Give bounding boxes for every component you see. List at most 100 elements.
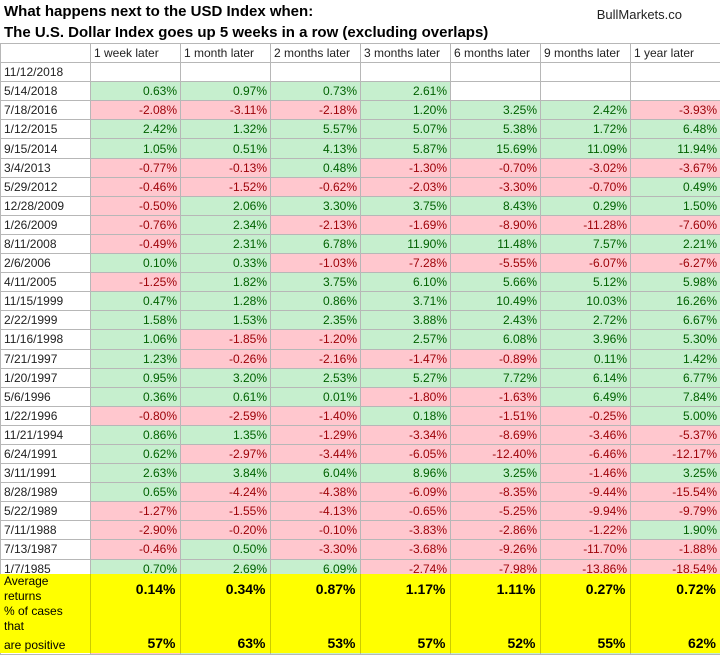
table-cell: 2.31% — [181, 234, 271, 253]
table-cell: -8.69% — [451, 425, 541, 444]
table-cell: -3.83% — [361, 521, 451, 540]
table-cell: 0.86% — [271, 292, 361, 311]
table-cell: 3.71% — [361, 292, 451, 311]
table-cell: 2.21% — [631, 234, 720, 253]
row-date: 1/22/1996 — [1, 406, 91, 425]
table-cell: 0.01% — [271, 387, 361, 406]
table-cell: -1.22% — [541, 521, 631, 540]
table-cell: -0.77% — [91, 158, 181, 177]
positive-label-line2: are positive — [4, 638, 86, 653]
table-row: 11/12/2018 — [1, 63, 720, 82]
table-cell: 1.72% — [541, 120, 631, 139]
table-cell: 5.27% — [361, 368, 451, 387]
table-cell: 2.61% — [361, 82, 451, 101]
table-cell: -0.80% — [91, 406, 181, 425]
table-cell: -2.59% — [181, 406, 271, 425]
table-row: 1/22/1996-0.80%-2.59%-1.40%0.18%-1.51%-0… — [1, 406, 720, 425]
positive-value: 57% — [360, 604, 450, 653]
table-cell: -1.63% — [451, 387, 541, 406]
table-cell: 10.49% — [451, 292, 541, 311]
row-date: 1/26/2009 — [1, 215, 91, 234]
table-cell: 6.08% — [451, 330, 541, 349]
table-cell: 0.49% — [631, 177, 720, 196]
table-cell: 0.86% — [91, 425, 181, 444]
row-date: 9/15/2014 — [1, 139, 91, 158]
table-cell: -9.79% — [631, 502, 720, 521]
table-cell: 6.48% — [631, 120, 720, 139]
table-cell: -3.67% — [631, 158, 720, 177]
table-cell: -1.25% — [91, 273, 181, 292]
row-date: 7/21/1997 — [1, 349, 91, 368]
table-cell: -0.13% — [181, 158, 271, 177]
average-row: Average returns 0.14% 0.34% 0.87% 1.17% … — [0, 574, 720, 604]
column-header — [1, 44, 91, 63]
table-cell: -2.90% — [91, 521, 181, 540]
returns-table: 1 week later 1 month later 2 months late… — [0, 43, 720, 655]
table-cell: -5.55% — [451, 254, 541, 273]
table-cell: 2.72% — [541, 311, 631, 330]
average-value: 1.17% — [360, 574, 450, 604]
row-date: 7/18/2016 — [1, 101, 91, 120]
table-cell: 0.97% — [181, 82, 271, 101]
table-cell: 1.28% — [181, 292, 271, 311]
table-cell: 5.30% — [631, 330, 720, 349]
table-row: 12/28/2009-0.50%2.06%3.30%3.75%8.43%0.29… — [1, 196, 720, 215]
row-date: 5/14/2018 — [1, 82, 91, 101]
row-date: 8/28/1989 — [1, 483, 91, 502]
table-row: 7/13/1987-0.46%0.50%-3.30%-3.68%-9.26%-1… — [1, 540, 720, 559]
table-cell: -1.55% — [181, 502, 271, 521]
table-cell: 1.42% — [631, 349, 720, 368]
table-cell: -1.03% — [271, 254, 361, 273]
table-cell: -11.70% — [541, 540, 631, 559]
table-cell: 2.34% — [181, 215, 271, 234]
row-date: 8/11/2008 — [1, 234, 91, 253]
table-cell: 10.03% — [541, 292, 631, 311]
table-cell: -3.02% — [541, 158, 631, 177]
table-row: 8/11/2008-0.49%2.31%6.78%11.90%11.48%7.5… — [1, 234, 720, 253]
table-cell: 6.14% — [541, 368, 631, 387]
table-cell: 7.57% — [541, 234, 631, 253]
average-label: Average returns — [0, 574, 90, 604]
table-cell: -3.44% — [271, 444, 361, 463]
table-cell: 0.62% — [91, 444, 181, 463]
table-cell: 2.57% — [361, 330, 451, 349]
table-row: 5/22/1989-1.27%-1.55%-4.13%-0.65%-5.25%-… — [1, 502, 720, 521]
table-cell: -0.10% — [271, 521, 361, 540]
table-cell: -1.46% — [541, 464, 631, 483]
positive-value: 52% — [450, 604, 540, 653]
row-date: 11/16/1998 — [1, 330, 91, 349]
table-cell: -5.37% — [631, 425, 720, 444]
table-cell: 0.63% — [91, 82, 181, 101]
table-cell: -6.09% — [361, 483, 451, 502]
table-cell: -0.70% — [541, 177, 631, 196]
table-cell: -5.25% — [451, 502, 541, 521]
table-cell: -2.08% — [91, 101, 181, 120]
table-cell: -0.49% — [91, 234, 181, 253]
positive-label: % of cases that are positive — [0, 604, 90, 653]
table-cell: 1.53% — [181, 311, 271, 330]
table-cell: 3.30% — [271, 196, 361, 215]
table-cell: -3.30% — [451, 177, 541, 196]
table-cell: -1.27% — [91, 502, 181, 521]
column-header: 9 months later — [541, 44, 631, 63]
table-cell — [451, 63, 541, 82]
table-cell: -3.46% — [541, 425, 631, 444]
table-row: 3/4/2013-0.77%-0.13%0.48%-1.30%-0.70%-3.… — [1, 158, 720, 177]
table-cell: 7.72% — [451, 368, 541, 387]
row-date: 2/22/1999 — [1, 311, 91, 330]
row-date: 7/13/1987 — [1, 540, 91, 559]
table-cell — [361, 63, 451, 82]
positive-value: 57% — [90, 604, 180, 653]
table-cell: 11.09% — [541, 139, 631, 158]
table-cell: 0.48% — [271, 158, 361, 177]
table-cell: -1.52% — [181, 177, 271, 196]
table-cell: -12.17% — [631, 444, 720, 463]
column-header: 1 week later — [91, 44, 181, 63]
table-cell: -3.34% — [361, 425, 451, 444]
row-date: 6/24/1991 — [1, 444, 91, 463]
table-cell: -1.40% — [271, 406, 361, 425]
